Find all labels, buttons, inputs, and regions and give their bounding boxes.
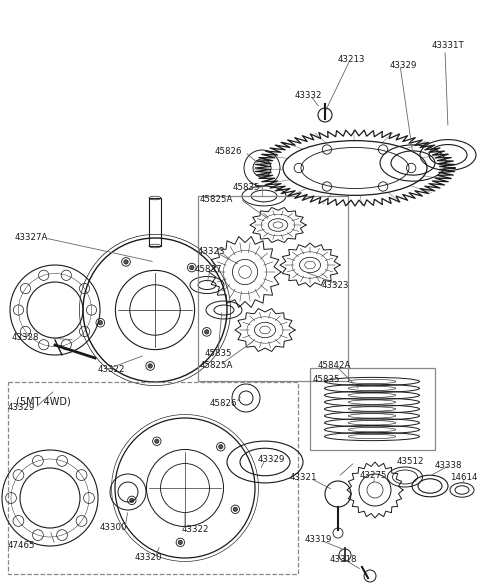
Circle shape xyxy=(155,439,159,443)
Text: 43323: 43323 xyxy=(322,280,349,290)
Text: 43328: 43328 xyxy=(12,333,39,342)
Text: 43329: 43329 xyxy=(8,404,36,412)
Circle shape xyxy=(204,330,209,334)
Text: 43338: 43338 xyxy=(435,460,463,470)
Text: 45835: 45835 xyxy=(313,376,340,384)
Text: 14614: 14614 xyxy=(450,473,478,483)
Bar xyxy=(198,196,348,381)
Text: 43300: 43300 xyxy=(100,524,128,532)
Circle shape xyxy=(124,260,128,264)
Text: 43213: 43213 xyxy=(338,56,365,64)
Text: 45835: 45835 xyxy=(233,183,261,191)
Text: 43512: 43512 xyxy=(397,457,424,466)
Text: 43332: 43332 xyxy=(295,91,323,99)
Text: 43323: 43323 xyxy=(198,247,226,256)
Text: 43275: 43275 xyxy=(360,472,387,480)
Text: 45825A: 45825A xyxy=(200,194,233,204)
Text: 43322: 43322 xyxy=(182,525,209,535)
Circle shape xyxy=(98,321,102,325)
Text: 45842A: 45842A xyxy=(318,360,351,370)
Circle shape xyxy=(148,364,152,368)
Circle shape xyxy=(178,541,182,545)
Text: (5MT 4WD): (5MT 4WD) xyxy=(16,396,71,406)
Circle shape xyxy=(219,445,223,449)
Text: 43329: 43329 xyxy=(390,60,418,70)
Text: 47465: 47465 xyxy=(8,541,36,549)
Bar xyxy=(310,368,435,450)
Text: 45826: 45826 xyxy=(215,147,242,157)
Text: 43321: 43321 xyxy=(290,473,317,483)
Text: 43331T: 43331T xyxy=(432,40,465,50)
Bar xyxy=(149,198,161,246)
Bar xyxy=(8,382,298,574)
Text: 43320: 43320 xyxy=(135,553,163,563)
Text: 43318: 43318 xyxy=(330,556,358,565)
Circle shape xyxy=(190,266,194,270)
Text: 43329: 43329 xyxy=(258,456,286,464)
Text: 45826: 45826 xyxy=(210,398,238,408)
Text: 43327A: 43327A xyxy=(15,233,48,243)
Circle shape xyxy=(233,507,238,511)
Text: 43319: 43319 xyxy=(305,535,332,545)
Text: 45837: 45837 xyxy=(195,266,223,274)
Text: 43322: 43322 xyxy=(98,366,125,374)
Text: 45825A: 45825A xyxy=(200,360,233,370)
Text: 45835: 45835 xyxy=(205,349,232,357)
Circle shape xyxy=(130,498,134,503)
